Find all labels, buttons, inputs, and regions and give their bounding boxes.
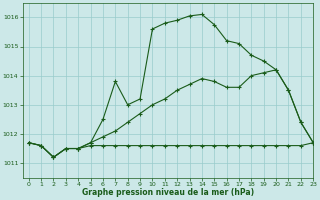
- X-axis label: Graphe pression niveau de la mer (hPa): Graphe pression niveau de la mer (hPa): [82, 188, 254, 197]
